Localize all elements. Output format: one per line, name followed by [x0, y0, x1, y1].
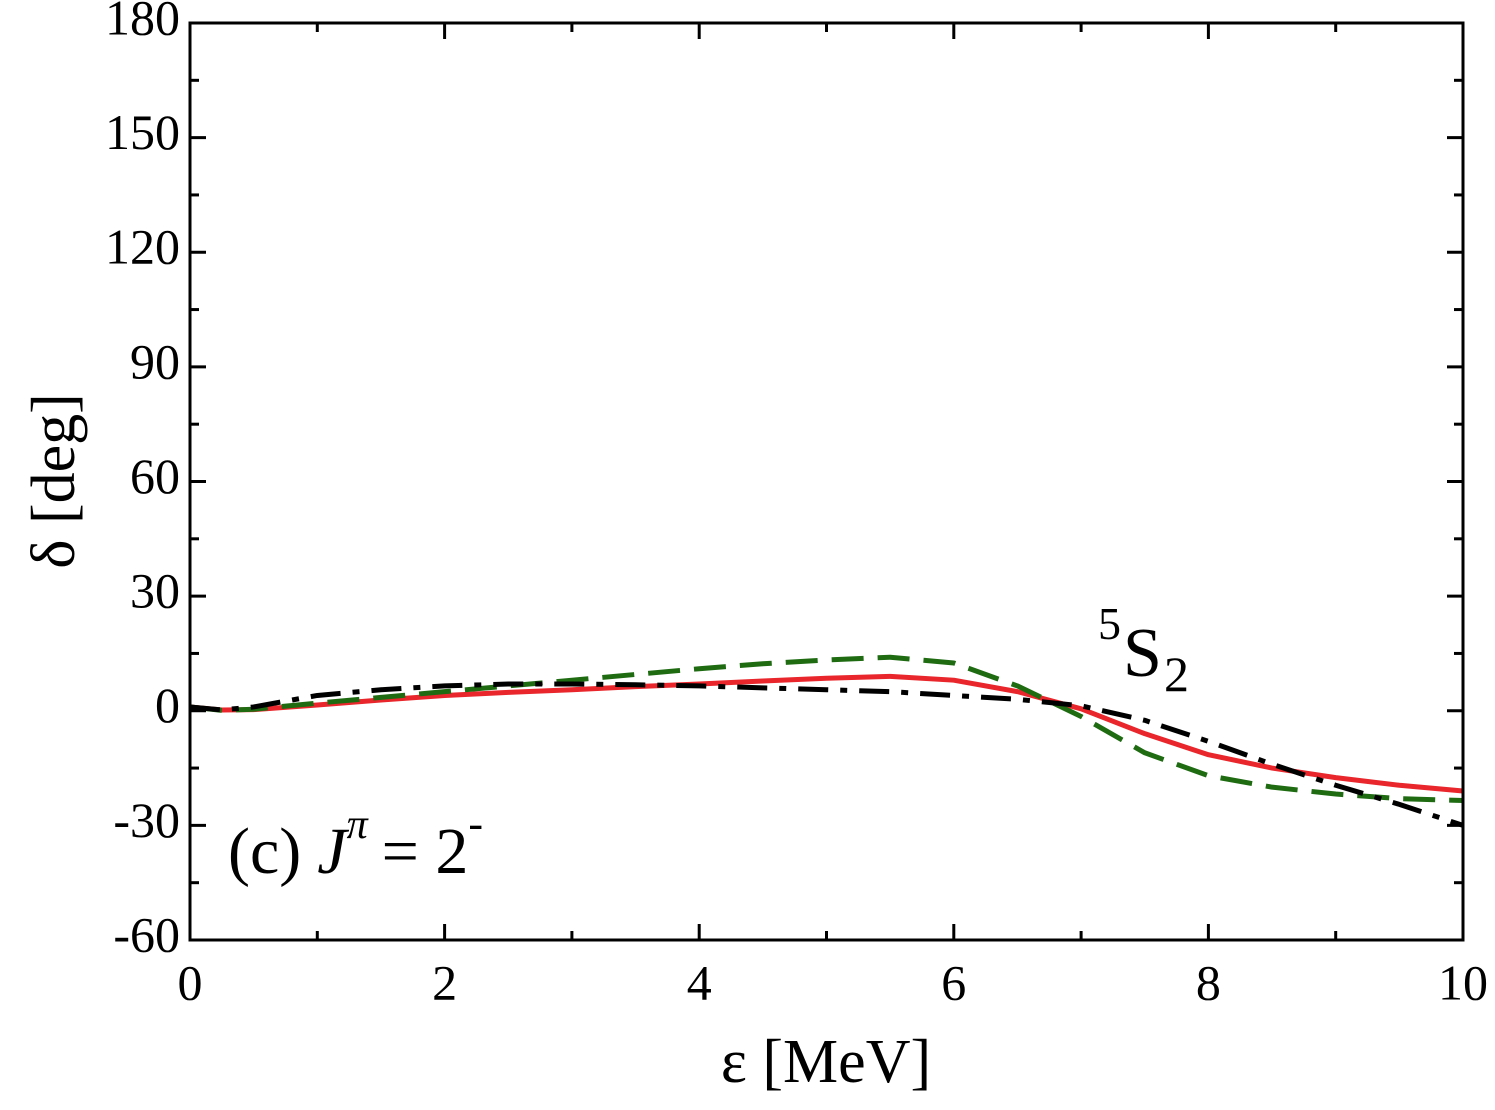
series-line	[189, 654, 1464, 804]
y-tick-label: -30	[113, 792, 180, 848]
panel-equals: = 2	[382, 815, 469, 888]
y-tick-label: 180	[105, 0, 180, 45]
x-tick-label: 0	[178, 954, 203, 1010]
y-tick-label: 0	[155, 677, 180, 733]
y-axis-title: δ [deg]	[20, 393, 88, 569]
x-tick-label: 8	[1196, 954, 1221, 1010]
channel-label: 5S2	[1098, 598, 1189, 703]
y-tick-label: 60	[130, 448, 180, 504]
y-tick-label: -60	[113, 906, 180, 962]
series-line	[189, 673, 1464, 794]
y-tick-label: 30	[130, 563, 180, 619]
y-tick-label: 120	[105, 219, 180, 275]
x-tick-label: 2	[432, 954, 457, 1010]
channel-superscript: 5	[1098, 598, 1121, 649]
x-tick-label: 6	[941, 954, 966, 1010]
x-tick-label: 10	[1438, 954, 1488, 1010]
channel-subscript: 2	[1164, 646, 1189, 702]
panel-prefix: (c)	[228, 815, 301, 888]
plot-frame	[188, 21, 1465, 942]
x-tick-label: 4	[687, 954, 712, 1010]
y-tick-label: 150	[105, 104, 180, 160]
y-tick-label: 90	[130, 333, 180, 389]
panel-superscript: π	[347, 802, 369, 848]
panel-sign: -	[468, 799, 483, 848]
series-line	[189, 681, 1464, 828]
channel-base: S	[1123, 615, 1162, 692]
panel-label: (c) Jπ = 2-	[228, 799, 483, 888]
x-axis-title: ε [MeV]	[721, 1028, 931, 1096]
panel-symbol: J	[317, 815, 349, 888]
